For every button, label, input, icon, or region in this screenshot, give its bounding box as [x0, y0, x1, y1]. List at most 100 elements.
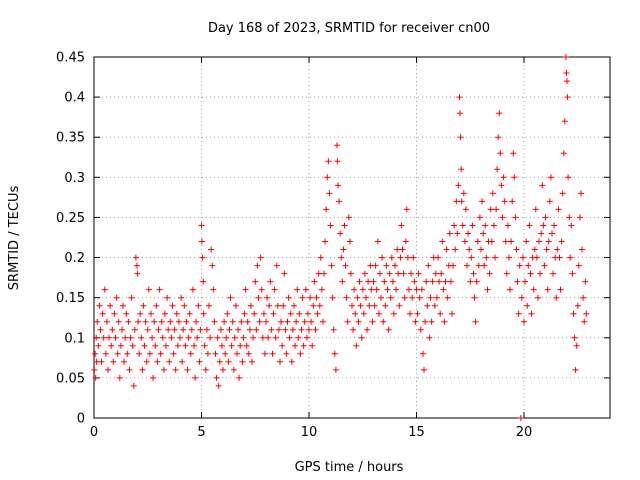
data-point: [497, 150, 504, 157]
data-points: [91, 54, 590, 421]
data-point: [116, 374, 123, 381]
data-point: [277, 358, 283, 365]
chart-title: Day 168 of 2023, SRMTID for receiver cn0…: [208, 21, 490, 36]
data-point: [576, 214, 583, 221]
data-point: [156, 286, 163, 293]
data-point: [427, 294, 434, 301]
data-point: [420, 350, 426, 357]
data-point: [382, 302, 389, 309]
data-point: [271, 286, 278, 293]
data-point: [188, 326, 195, 333]
data-point: [179, 358, 186, 365]
data-point: [320, 318, 326, 325]
data-point: [144, 326, 151, 333]
data-point: [481, 262, 488, 269]
data-point: [297, 350, 304, 357]
data-point: [466, 246, 473, 253]
data-point: [471, 294, 478, 301]
data-point: [124, 350, 131, 357]
data-point: [286, 334, 293, 341]
data-point: [557, 286, 564, 293]
data-point: [514, 278, 521, 285]
data-point: [443, 246, 450, 253]
data-point: [559, 190, 566, 197]
data-point: [207, 334, 214, 341]
data-point: [126, 366, 133, 373]
data-point: [359, 286, 366, 293]
data-point: [500, 174, 507, 181]
data-point: [437, 310, 444, 317]
data-point: [426, 334, 433, 341]
data-point: [486, 270, 493, 277]
data-point: [331, 350, 338, 357]
data-point: [92, 374, 99, 381]
data-point: [389, 278, 396, 285]
data-point: [119, 326, 125, 333]
data-point: [216, 358, 223, 365]
data-point: [211, 318, 218, 325]
data-point: [421, 366, 427, 373]
y-tick-label: 0: [77, 412, 85, 427]
data-point: [254, 262, 261, 269]
data-point: [240, 334, 247, 341]
data-point: [183, 318, 190, 325]
data-point: [347, 270, 354, 277]
data-point: [177, 334, 183, 341]
data-point: [191, 342, 197, 349]
data-point: [198, 222, 205, 229]
data-point: [115, 318, 122, 325]
data-point: [149, 334, 156, 341]
data-point: [582, 278, 589, 285]
data-point: [244, 318, 251, 325]
data-point: [492, 254, 498, 261]
data-point: [193, 318, 200, 325]
data-point: [569, 270, 576, 277]
data-point: [302, 286, 309, 293]
data-point: [509, 198, 516, 205]
data-point: [402, 238, 409, 245]
data-point: [139, 366, 146, 373]
data-point: [189, 286, 196, 293]
data-point: [567, 254, 574, 261]
data-point: [155, 326, 162, 333]
data-point: [282, 326, 289, 333]
data-point: [287, 310, 294, 317]
data-point: [128, 294, 135, 301]
data-point: [545, 238, 552, 245]
data-point: [157, 350, 164, 357]
data-point: [242, 286, 249, 293]
data-point: [519, 254, 526, 261]
data-point: [117, 342, 124, 349]
data-point: [406, 286, 412, 293]
data-point: [258, 286, 265, 293]
data-point: [274, 302, 281, 309]
data-point: [186, 310, 193, 317]
data-point: [360, 310, 367, 317]
data-point: [265, 334, 272, 341]
data-point: [192, 374, 199, 381]
data-point: [202, 366, 209, 373]
data-point: [229, 318, 236, 325]
data-point: [489, 190, 496, 197]
data-point: [251, 310, 258, 317]
data-point: [493, 206, 500, 213]
data-point: [232, 302, 239, 309]
data-point: [417, 326, 424, 333]
data-point: [111, 310, 118, 317]
data-point: [165, 326, 172, 333]
data-point: [459, 222, 466, 229]
data-point: [328, 262, 335, 269]
data-point: [288, 358, 295, 365]
data-point: [394, 246, 401, 253]
data-point: [108, 342, 115, 349]
data-point: [390, 310, 397, 317]
data-point: [326, 190, 333, 197]
data-point: [346, 238, 353, 245]
data-point: [384, 286, 391, 293]
data-point: [490, 222, 497, 229]
data-point: [344, 318, 351, 325]
data-point: [110, 358, 117, 365]
data-point: [160, 366, 167, 373]
data-point: [142, 318, 149, 325]
data-point: [416, 294, 423, 301]
